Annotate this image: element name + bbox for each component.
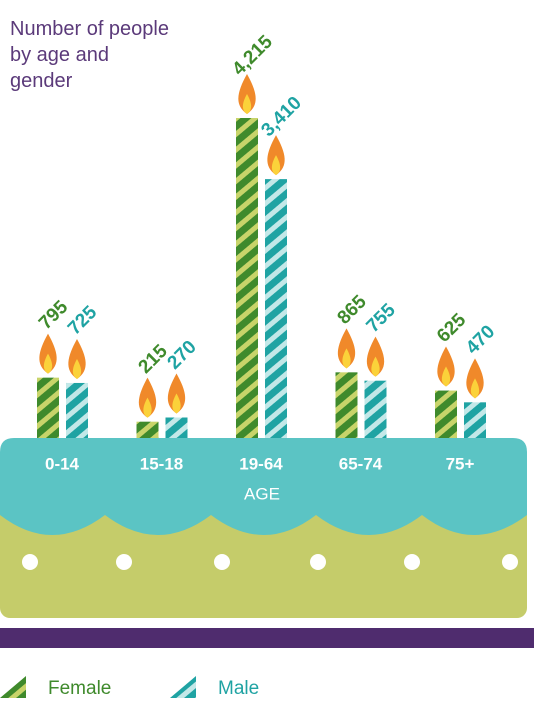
flame-inner xyxy=(470,378,480,399)
flame-inner xyxy=(43,353,53,374)
flame xyxy=(267,135,285,176)
candle xyxy=(335,372,358,438)
flame xyxy=(68,338,86,379)
flame xyxy=(366,336,385,377)
candle xyxy=(364,380,387,438)
candle xyxy=(165,417,188,438)
flame-inner xyxy=(342,348,351,369)
legend-swatch xyxy=(170,676,196,698)
flame xyxy=(337,328,356,369)
flame-inner xyxy=(371,356,380,377)
candle xyxy=(236,118,258,438)
x-tick-label: 15-18 xyxy=(140,454,183,473)
x-axis-label: AGE xyxy=(244,484,280,503)
candle xyxy=(66,382,88,438)
legend-swatch xyxy=(0,676,26,698)
flame xyxy=(238,74,256,114)
candle xyxy=(37,377,59,438)
x-tick-label: 75+ xyxy=(446,454,475,473)
value-label: 270 xyxy=(164,337,201,374)
cake-dots xyxy=(22,554,518,570)
flame-inner xyxy=(242,94,252,114)
flame xyxy=(466,358,484,399)
flame xyxy=(437,346,455,387)
cake-frosting xyxy=(0,438,527,535)
candle xyxy=(136,421,159,438)
footer-band xyxy=(0,628,534,648)
candle xyxy=(435,390,457,438)
candle xyxy=(265,179,287,439)
flame xyxy=(39,333,57,374)
flame-inner xyxy=(72,358,82,379)
legend-label: Female xyxy=(48,678,111,699)
flame-inner xyxy=(143,397,152,418)
flame xyxy=(138,377,157,418)
flame-inner xyxy=(172,393,181,414)
flame xyxy=(167,373,186,414)
x-tick-label: 0-14 xyxy=(45,454,80,473)
value-label: 4,215 xyxy=(228,31,277,80)
value-label: 3,410 xyxy=(257,93,305,141)
candle xyxy=(464,402,486,438)
chart-title: Number of people by age and gender xyxy=(10,18,169,92)
x-tick-label: 65-74 xyxy=(339,454,383,473)
legend-label: Male xyxy=(218,678,259,699)
flame-inner xyxy=(441,366,451,387)
x-tick-label: 19-64 xyxy=(239,454,283,473)
value-label: 725 xyxy=(64,302,102,340)
flame-inner xyxy=(271,155,281,176)
